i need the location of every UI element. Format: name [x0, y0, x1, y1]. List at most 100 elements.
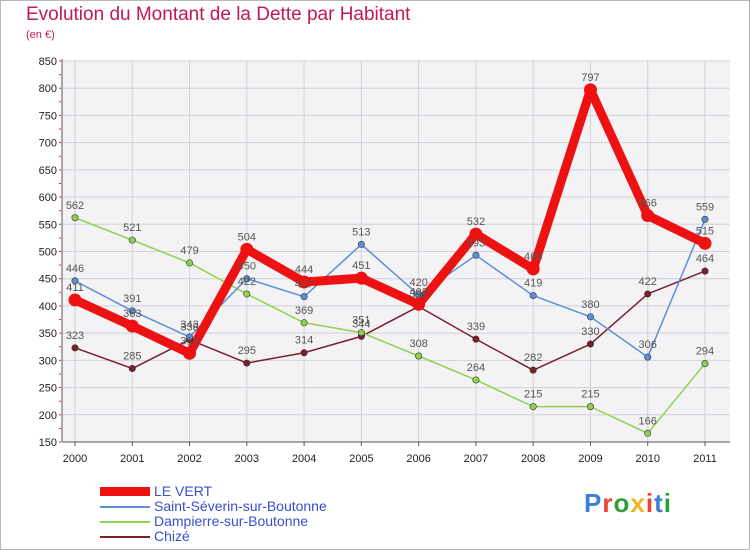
y-tick-label: 700 [39, 138, 57, 150]
data-label: 215 [581, 389, 599, 401]
data-label: 515 [696, 225, 714, 237]
data-label: 215 [524, 389, 542, 401]
data-label: 313 [180, 335, 198, 347]
x-tick-label: 2010 [635, 453, 659, 465]
data-point [583, 83, 597, 97]
logo-letter: t [654, 488, 664, 518]
data-label: 314 [295, 335, 313, 347]
legend-swatch [100, 536, 150, 538]
data-point [71, 214, 79, 222]
data-label: 532 [467, 216, 485, 228]
legend-label: Dampierre-sur-Boutonne [154, 513, 309, 529]
y-tick-label: 550 [39, 219, 57, 231]
data-label: 419 [524, 278, 542, 290]
data-point [529, 403, 537, 411]
data-label: 444 [295, 264, 313, 276]
x-tick-label: 2002 [177, 453, 201, 465]
logo-letter: i [663, 488, 672, 518]
data-label: 468 [524, 251, 542, 263]
data-label: 403 [409, 286, 427, 298]
data-point [297, 275, 311, 289]
series-line-dampierre-sur-boutonne [74, 217, 706, 435]
x-tick-label: 2006 [406, 453, 430, 465]
data-point [701, 267, 709, 275]
data-label: 566 [639, 198, 657, 210]
data-point [529, 366, 537, 374]
data-point [128, 236, 136, 244]
x-tick-label: 2008 [521, 453, 545, 465]
data-label: 282 [524, 352, 542, 364]
data-label: 323 [66, 330, 84, 342]
logo-letter: x [630, 488, 646, 518]
data-label: 562 [66, 200, 84, 212]
x-tick-label: 2005 [349, 453, 373, 465]
data-point [243, 290, 251, 298]
series-line-saint-s-verin-sur-boutonne [74, 218, 706, 358]
data-point [644, 353, 652, 361]
data-point [586, 403, 594, 411]
data-label: 422 [639, 276, 657, 288]
data-label: 343 [180, 319, 198, 331]
data-label: 504 [238, 231, 256, 243]
y-tick-label: 400 [39, 301, 57, 313]
line-chart: 150 200 250 300 350 400 450 500 550 600 650 700 750 8… [39, 56, 730, 465]
data-label: 446 [66, 263, 84, 275]
data-point [128, 365, 136, 373]
y-tick-label: 750 [39, 110, 57, 122]
data-label: 306 [639, 339, 657, 351]
data-label: 521 [123, 222, 141, 234]
data-label: 338 [180, 322, 198, 334]
data-label: 166 [639, 415, 657, 427]
y-tick-label: 600 [39, 192, 57, 204]
data-label: 422 [238, 276, 256, 288]
data-point [186, 333, 194, 341]
chart-unit-label: (en €) [26, 29, 55, 41]
data-label: 285 [123, 351, 141, 363]
logo-letter: P [584, 488, 603, 518]
data-label: 344 [352, 318, 370, 330]
data-point [701, 360, 709, 368]
proxiti-logo: Proxiti [584, 488, 672, 519]
data-label: 399 [409, 288, 427, 300]
data-point [412, 297, 426, 311]
y-tick-label: 350 [39, 328, 57, 340]
data-label: 369 [295, 305, 313, 317]
data-point [472, 335, 480, 343]
data-point [357, 329, 365, 337]
data-label: 339 [467, 321, 485, 333]
data-point [644, 429, 652, 437]
data-label: 308 [409, 338, 427, 350]
y-tick-label: 800 [39, 83, 57, 95]
data-point [529, 292, 537, 300]
legend-label: Chizé [154, 528, 190, 544]
data-point [415, 352, 423, 360]
data-label: 295 [238, 345, 256, 357]
y-tick-label: 450 [39, 274, 57, 286]
series-line-le-vert [70, 85, 710, 358]
data-label: 464 [696, 253, 714, 265]
data-label: 417 [295, 279, 313, 291]
legend-label: Saint-Séverin-sur-Boutonne [154, 498, 327, 514]
data-point [698, 236, 712, 250]
x-tick-label: 2003 [235, 453, 259, 465]
data-point [641, 209, 655, 223]
x-tick-label: 2009 [578, 453, 602, 465]
x-tick-label: 2011 [693, 453, 717, 465]
data-point [300, 349, 308, 357]
logo-letter: i [645, 488, 655, 518]
y-tick-label: 200 [39, 410, 57, 422]
data-label: 479 [180, 245, 198, 257]
data-point [586, 340, 594, 348]
data-point [354, 271, 368, 285]
x-tick-label: 2007 [464, 453, 488, 465]
data-point [71, 344, 79, 352]
y-tick-label: 250 [39, 383, 57, 395]
data-point [472, 376, 480, 384]
data-point [644, 290, 652, 298]
data-label: 420 [409, 277, 427, 289]
data-point [526, 262, 540, 276]
logo-letter: r [602, 488, 614, 518]
y-tick-label: 850 [39, 56, 57, 68]
data-point [472, 251, 480, 259]
logo-letter: o [613, 488, 631, 518]
